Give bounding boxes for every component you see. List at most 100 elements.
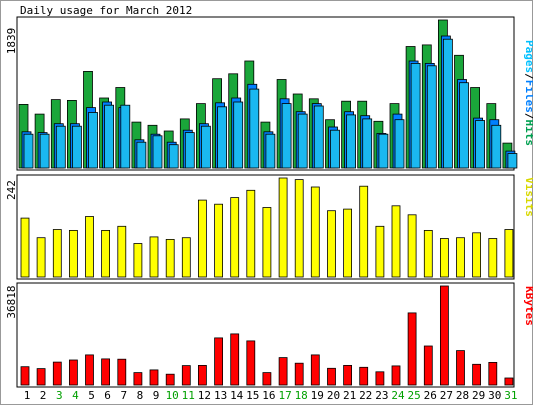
bar-visits-day-7 <box>117 225 127 278</box>
x-tick-label-12: 12 <box>198 389 211 402</box>
bar-pages-day-17 <box>281 103 292 169</box>
x-tick-label-9: 9 <box>153 389 160 402</box>
bar-pages-day-13 <box>217 106 228 169</box>
legend-top-part-1: / <box>523 73 533 80</box>
bar-pages-day-16 <box>265 133 276 169</box>
x-tick-label-23: 23 <box>375 389 388 402</box>
bar-kbytes-day-18 <box>294 362 304 386</box>
bar-visits-day-19 <box>310 186 320 278</box>
bar-kbytes-day-15 <box>246 340 256 386</box>
bar-pages-day-5 <box>88 112 98 169</box>
bar-visits-day-16 <box>262 207 272 278</box>
bar-visits-day-11 <box>181 237 191 278</box>
bar-kbytes-day-16 <box>262 372 272 386</box>
bar-pages-day-30 <box>491 124 502 169</box>
bar-visits-day-27 <box>439 238 449 278</box>
x-tick-label-26: 26 <box>424 389 437 402</box>
bar-kbytes-day-29 <box>472 363 482 386</box>
bar-pages-day-8 <box>136 141 147 169</box>
bar-kbytes-day-24 <box>391 365 401 386</box>
bar-visits-day-8 <box>133 243 143 278</box>
bar-pages-day-25 <box>410 63 421 169</box>
bar-visits-day-17 <box>278 177 288 278</box>
bar-visits-day-14 <box>230 197 240 278</box>
panel-middle-bars <box>20 177 514 278</box>
x-tick-label-19: 19 <box>311 389 324 402</box>
bar-kbytes-day-30 <box>488 361 498 386</box>
bar-kbytes-day-23 <box>375 371 385 386</box>
bar-visits-day-25 <box>407 214 417 278</box>
x-tick-label-29: 29 <box>472 389 485 402</box>
x-tick-label-1: 1 <box>24 389 31 402</box>
legend-top-part-2: Files <box>523 80 533 113</box>
bar-kbytes-day-7 <box>117 358 127 386</box>
bar-kbytes-day-8 <box>133 372 143 386</box>
x-tick-label-4: 4 <box>72 389 79 402</box>
bar-visits-day-1 <box>20 217 30 278</box>
bar-kbytes-day-31 <box>504 377 514 386</box>
bar-visits-day-3 <box>52 229 62 278</box>
bar-kbytes-day-12 <box>197 364 207 386</box>
bar-pages-day-21 <box>346 114 357 169</box>
bar-visits-day-20 <box>327 210 336 278</box>
x-tick-label-30: 30 <box>488 389 501 402</box>
bar-pages-day-7 <box>120 104 131 169</box>
bar-kbytes-day-19 <box>310 354 320 386</box>
x-tick-label-13: 13 <box>214 389 227 402</box>
panel-middle: 242 Visits <box>5 174 533 280</box>
bar-kbytes-day-21 <box>343 364 353 386</box>
x-tick-label-25: 25 <box>407 389 420 402</box>
x-tick-label-24: 24 <box>391 389 405 402</box>
bar-pages-day-11 <box>184 132 195 169</box>
bar-visits-day-26 <box>423 229 433 278</box>
panel-bottom-legend: KBytes <box>523 286 533 326</box>
panel-bottom-ymax: 36818 <box>5 285 18 318</box>
bar-visits-day-18 <box>294 179 304 278</box>
bar-kbytes-day-20 <box>327 367 336 386</box>
bar-pages-day-26 <box>426 65 437 169</box>
panel-top: 1839 Pages/Files/Hits <box>5 16 533 171</box>
bar-pages-day-15 <box>249 88 260 169</box>
x-tick-label-17: 17 <box>278 389 291 402</box>
panel-top-ymax: 1839 <box>5 28 18 55</box>
legend-top-part-3: / <box>523 113 533 120</box>
bar-kbytes-day-10 <box>165 373 175 386</box>
bar-kbytes-day-6 <box>101 358 110 386</box>
bar-visits-day-23 <box>375 225 385 278</box>
x-tick-label-10: 10 <box>166 389 179 402</box>
bar-visits-day-28 <box>456 237 465 278</box>
bar-pages-day-4 <box>72 125 82 169</box>
x-tick-label-8: 8 <box>137 389 144 402</box>
bar-kbytes-day-22 <box>359 366 369 386</box>
bar-pages-day-22 <box>362 118 373 169</box>
bar-visits-day-10 <box>165 238 175 278</box>
bar-pages-day-14 <box>233 101 244 169</box>
panel-middle-ymax: 242 <box>5 180 18 200</box>
x-tick-label-21: 21 <box>343 389 356 402</box>
x-tick-label-11: 11 <box>182 389 195 402</box>
x-tick-label-2: 2 <box>40 389 47 402</box>
panel-bottom: 36818 KBytes <box>5 282 533 388</box>
bar-visits-day-6 <box>101 229 110 278</box>
x-tick-label-16: 16 <box>262 389 275 402</box>
x-tick-label-28: 28 <box>456 389 469 402</box>
chart-title: Daily usage for March 2012 <box>20 4 192 17</box>
legend-top-part-0: Pages <box>523 40 533 73</box>
bar-pages-day-27 <box>442 38 453 169</box>
bar-visits-day-31 <box>504 229 514 278</box>
bar-pages-day-12 <box>200 125 211 169</box>
bar-pages-day-29 <box>475 120 486 169</box>
bar-pages-day-18 <box>297 113 308 169</box>
bar-pages-day-24 <box>394 119 405 169</box>
bar-pages-day-20 <box>330 129 340 169</box>
x-tick-label-5: 5 <box>88 389 95 402</box>
x-tick-label-27: 27 <box>440 389 453 402</box>
legend-bottom-part-0: KBytes <box>523 286 533 326</box>
bar-visits-day-2 <box>36 237 46 278</box>
bar-pages-day-31 <box>507 153 518 169</box>
bar-visits-day-9 <box>149 236 159 278</box>
bar-kbytes-day-25 <box>407 312 417 386</box>
x-tick-label-31: 31 <box>504 389 517 402</box>
panel-bottom-bars <box>20 285 514 386</box>
